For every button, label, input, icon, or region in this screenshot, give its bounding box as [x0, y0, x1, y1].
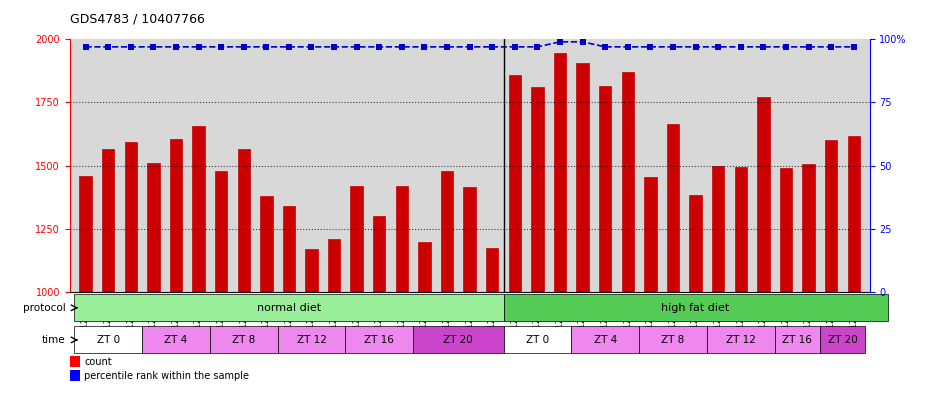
Bar [503, 327, 571, 353]
Bar [351, 186, 363, 292]
Bar [644, 177, 657, 292]
Bar [553, 53, 566, 292]
Bar [757, 97, 769, 292]
Bar [779, 168, 792, 292]
Bar [825, 140, 837, 292]
Bar [74, 294, 503, 321]
Bar [820, 327, 865, 353]
Text: time: time [42, 335, 66, 345]
Bar [621, 72, 634, 292]
Bar [237, 149, 250, 292]
Text: ZT 0: ZT 0 [525, 335, 549, 345]
Text: ZT 16: ZT 16 [365, 335, 394, 345]
Bar [707, 327, 775, 353]
Bar [486, 248, 498, 292]
Bar [509, 75, 521, 292]
Bar [531, 87, 544, 292]
Bar [463, 187, 476, 292]
Bar [283, 206, 295, 292]
Bar [102, 149, 114, 292]
Text: ZT 8: ZT 8 [661, 335, 684, 345]
Bar [193, 127, 205, 292]
Bar [215, 171, 227, 292]
Bar [125, 141, 137, 292]
Bar [70, 370, 80, 381]
Bar [503, 294, 887, 321]
Bar [147, 163, 160, 292]
Bar [441, 171, 453, 292]
Bar [599, 86, 611, 292]
Bar [210, 327, 278, 353]
Bar [577, 63, 589, 292]
Text: ZT 16: ZT 16 [782, 335, 812, 345]
Bar [735, 167, 747, 292]
Bar [70, 356, 80, 367]
Text: ZT 4: ZT 4 [593, 335, 617, 345]
Bar [413, 327, 503, 353]
Text: ZT 20: ZT 20 [828, 335, 857, 345]
Text: ZT 8: ZT 8 [232, 335, 256, 345]
Bar [79, 176, 92, 292]
Bar [689, 195, 702, 292]
Text: ZT 20: ZT 20 [444, 335, 473, 345]
Bar [571, 327, 639, 353]
Text: ZT 4: ZT 4 [165, 335, 188, 345]
Text: high fat diet: high fat diet [661, 303, 730, 313]
Bar [712, 165, 724, 292]
Bar [74, 327, 142, 353]
Text: percentile rank within the sample: percentile rank within the sample [84, 371, 249, 381]
Text: GDS4783 / 10407766: GDS4783 / 10407766 [70, 13, 205, 26]
Bar [803, 164, 815, 292]
Text: protocol: protocol [23, 303, 66, 313]
Bar [169, 139, 182, 292]
Bar [418, 242, 431, 292]
Bar [667, 124, 679, 292]
Bar [639, 327, 707, 353]
Bar [847, 136, 860, 292]
Text: normal diet: normal diet [257, 303, 321, 313]
Bar [142, 327, 210, 353]
Bar [775, 327, 820, 353]
Text: ZT 12: ZT 12 [297, 335, 326, 345]
Bar [395, 186, 408, 292]
Bar [345, 327, 413, 353]
Bar [278, 327, 345, 353]
Bar [305, 249, 318, 292]
Bar [373, 216, 386, 292]
Text: ZT 12: ZT 12 [725, 335, 756, 345]
Text: ZT 0: ZT 0 [97, 335, 120, 345]
Text: count: count [84, 357, 112, 367]
Bar [328, 239, 340, 292]
Bar [260, 196, 272, 292]
